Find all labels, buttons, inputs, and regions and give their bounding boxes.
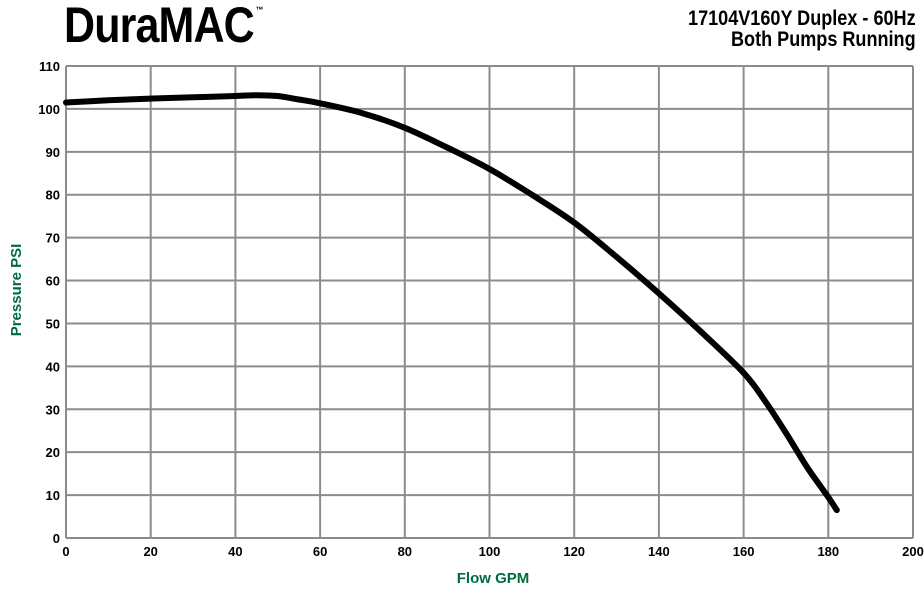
- x-tick-labels: 0 20 40 60 80 100 120 140 160 180 200: [62, 544, 923, 559]
- x-tick-label: 100: [479, 544, 501, 559]
- trademark-mark: ™: [255, 5, 264, 15]
- x-tick-label: 140: [648, 544, 670, 559]
- y-tick-label: 60: [46, 274, 60, 289]
- y-tick-label: 70: [46, 231, 60, 246]
- y-tick-label: 30: [46, 402, 60, 417]
- x-tick-label: 60: [313, 544, 327, 559]
- x-tick-label: 20: [143, 544, 157, 559]
- x-tick-label: 40: [228, 544, 242, 559]
- y-tick-label: 80: [46, 188, 60, 203]
- y-tick-label: 110: [39, 59, 60, 74]
- y-tick-label: 20: [46, 445, 60, 460]
- x-tick-label: 160: [733, 544, 755, 559]
- pump-curve-line: [63, 92, 840, 514]
- logo-text: DuraMAC: [64, 0, 255, 53]
- chart-grid: [65, 65, 914, 539]
- y-tick-label: 0: [53, 531, 60, 546]
- x-tick-label: 0: [62, 544, 69, 559]
- y-tick-label: 100: [38, 102, 60, 117]
- brand-logo: DuraMAC ™: [64, 0, 263, 50]
- chart-title-line2: Both Pumps Running: [731, 28, 916, 51]
- x-tick-label: 80: [398, 544, 412, 559]
- y-tick-label: 40: [46, 359, 60, 374]
- chart-title-line1: 17104V160Y Duplex - 60Hz: [688, 7, 916, 30]
- y-tick-label: 50: [46, 316, 60, 331]
- chart-series: [63, 92, 840, 514]
- chart-title: 17104V160Y Duplex - 60Hz Both Pumps Runn…: [688, 8, 916, 50]
- y-tick-label: 90: [46, 145, 60, 160]
- x-axis-label: Flow GPM: [457, 570, 530, 587]
- x-tick-label: 200: [902, 544, 924, 559]
- x-tick-label: 180: [817, 544, 839, 559]
- y-tick-label: 10: [46, 488, 60, 503]
- y-axis-label: Pressure PSI: [8, 244, 25, 337]
- y-tick-labels: 0 10 20 30 40 50 60 70 80 90 100 110: [38, 59, 60, 546]
- x-tick-label: 120: [563, 544, 585, 559]
